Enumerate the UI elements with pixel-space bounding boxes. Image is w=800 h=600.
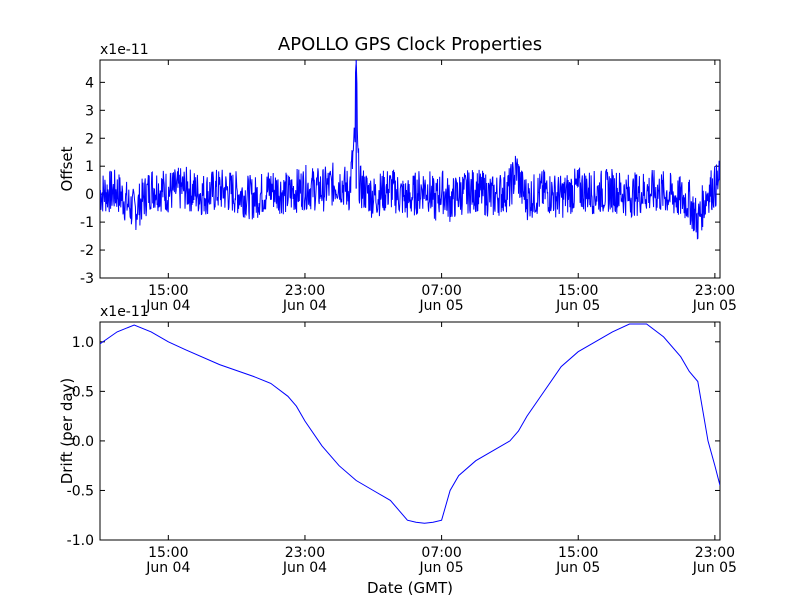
x-tick-label-time: 23:00 xyxy=(695,283,735,299)
x-tick-label-date: Jun 04 xyxy=(145,298,190,314)
series-line-drift xyxy=(100,323,720,524)
y-tick-label: 3 xyxy=(85,103,94,119)
x-tick-label-time: 23:00 xyxy=(695,545,735,561)
y-tick-label: -2 xyxy=(80,243,94,259)
y-tick-label: -1 xyxy=(80,215,94,231)
x-tick-label-time: 15:00 xyxy=(148,545,188,561)
x-tick-label-date: Jun 04 xyxy=(282,560,327,576)
x-tick-label-time: 23:00 xyxy=(285,283,325,299)
y-tick-label: -3 xyxy=(80,271,94,287)
y-axis-label: Offset xyxy=(58,146,76,191)
x-tick-label-date: Jun 04 xyxy=(282,298,327,314)
x-tick-label-time: 15:00 xyxy=(558,283,598,299)
x-tick-label-time: 07:00 xyxy=(421,283,461,299)
y-tick-label: 0 xyxy=(85,187,94,203)
y-scale-label: x1e-11 xyxy=(100,304,149,320)
y-tick-label: -0.5 xyxy=(67,483,94,499)
x-axis-label: Date (GMT) xyxy=(367,579,453,597)
series-line-offset xyxy=(100,64,720,240)
axes-frame xyxy=(99,321,721,541)
y-tick-label: 2 xyxy=(85,131,94,147)
y-tick-label: 1.0 xyxy=(72,335,94,351)
y-tick-label: 0.5 xyxy=(72,384,94,400)
x-tick-label-date: Jun 05 xyxy=(419,298,464,314)
x-tick-label-date: Jun 05 xyxy=(692,298,737,314)
y-tick-label: 0.0 xyxy=(72,434,94,450)
x-tick-label-time: 23:00 xyxy=(285,545,325,561)
x-tick-label-date: Jun 05 xyxy=(419,560,464,576)
x-tick-label-time: 07:00 xyxy=(421,545,461,561)
x-tick-label-date: Jun 05 xyxy=(555,298,600,314)
y-scale-label: x1e-11 xyxy=(100,42,149,58)
figure-title: APOLLO GPS Clock Properties xyxy=(278,34,542,55)
x-tick-label-time: 15:00 xyxy=(148,283,188,299)
y-axis-label: Drift (per day) xyxy=(58,378,76,485)
x-tick-label-date: Jun 05 xyxy=(555,560,600,576)
y-tick-label: 4 xyxy=(85,75,94,91)
y-tick-label: -1.0 xyxy=(67,533,94,549)
x-tick-label-date: Jun 05 xyxy=(692,560,737,576)
y-tick-label: 1 xyxy=(85,159,94,175)
x-tick-label-time: 15:00 xyxy=(558,545,598,561)
x-tick-label-date: Jun 04 xyxy=(145,560,190,576)
